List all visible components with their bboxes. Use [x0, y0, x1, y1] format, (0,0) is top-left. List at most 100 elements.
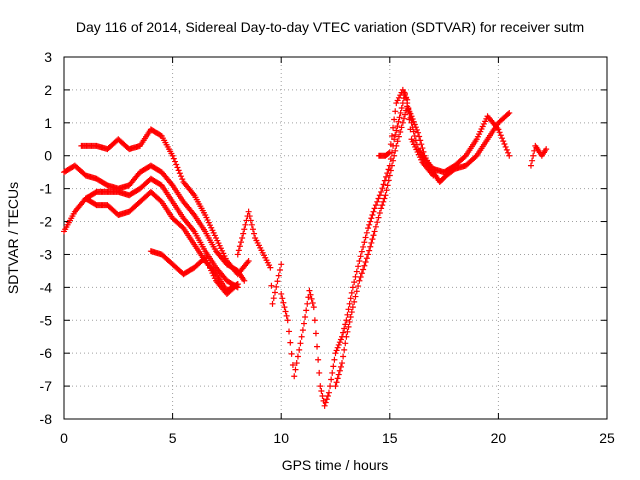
- data-point: [370, 208, 377, 215]
- data-point: [322, 399, 329, 406]
- data-point: [176, 170, 183, 177]
- data-point: [375, 214, 382, 221]
- data-point: [543, 146, 550, 153]
- data-point: [388, 132, 395, 139]
- data-point: [379, 185, 386, 192]
- data-point: [340, 353, 347, 360]
- series-9: [527, 142, 550, 169]
- data-point: [503, 146, 510, 153]
- data-point: [382, 192, 389, 199]
- data-point: [371, 205, 378, 212]
- data-point: [282, 308, 289, 315]
- data-point: [310, 304, 317, 311]
- data-point: [281, 304, 288, 311]
- data-point: [299, 327, 306, 334]
- series-6: [234, 90, 513, 409]
- data-point: [360, 243, 367, 250]
- data-point: [330, 363, 337, 370]
- data-point: [347, 313, 354, 320]
- data-point: [360, 266, 367, 273]
- data-point: [304, 300, 311, 307]
- data-point: [294, 353, 301, 360]
- data-point: [275, 272, 282, 279]
- data-point: [366, 221, 373, 228]
- data-point: [283, 312, 290, 319]
- data-point: [385, 177, 392, 184]
- data-point: [291, 373, 298, 380]
- x-tick-label: 20: [491, 430, 507, 446]
- data-point: [267, 264, 274, 271]
- data-point: [374, 219, 381, 226]
- data-point: [241, 277, 248, 284]
- data-point: [529, 157, 536, 164]
- data-point: [393, 142, 400, 149]
- data-point: [271, 289, 278, 296]
- data-point: [388, 162, 395, 169]
- data-point: [394, 97, 401, 104]
- data-point: [175, 167, 182, 174]
- data-point: [323, 396, 330, 403]
- data-point: [530, 152, 537, 159]
- data-point: [332, 350, 339, 357]
- data-point: [395, 118, 402, 125]
- data-point: [334, 344, 341, 351]
- data-point: [337, 363, 344, 370]
- data-point: [393, 127, 400, 134]
- data-point: [415, 129, 422, 136]
- y-tick-label: 3: [44, 49, 52, 65]
- data-point: [363, 255, 370, 262]
- data-point: [301, 320, 308, 327]
- data-point: [399, 119, 406, 126]
- data-point: [292, 366, 299, 373]
- data-point: [500, 138, 507, 145]
- data-point: [235, 247, 242, 254]
- data-point: [234, 251, 241, 258]
- data-point: [362, 258, 369, 265]
- data-point: [394, 123, 401, 130]
- data-point: [240, 230, 247, 237]
- series-8: [375, 86, 437, 179]
- data-point: [335, 341, 342, 348]
- chart-title: Day 116 of 2014, Sidereal Day-to-day VTE…: [76, 19, 584, 35]
- data-point: [233, 282, 240, 289]
- data-point: [386, 149, 393, 156]
- data-point: [341, 346, 348, 353]
- data-point: [430, 172, 437, 179]
- data-point: [251, 230, 258, 237]
- data-point: [383, 173, 390, 180]
- data-point: [316, 369, 323, 376]
- data-point: [368, 239, 375, 246]
- data-point: [370, 232, 377, 239]
- data-point: [395, 94, 402, 101]
- data-point: [343, 333, 350, 340]
- data-point: [342, 321, 349, 328]
- data-point: [327, 383, 334, 390]
- data-point: [241, 226, 248, 233]
- data-point: [358, 248, 365, 255]
- data-point: [351, 279, 358, 286]
- data-point: [417, 137, 424, 144]
- data-point: [371, 228, 378, 235]
- data-point: [337, 336, 344, 343]
- data-point: [372, 223, 379, 230]
- data-point: [170, 155, 177, 162]
- data-point: [369, 211, 376, 218]
- data-point: [499, 135, 506, 142]
- data-point: [395, 133, 402, 140]
- data-point: [408, 113, 415, 120]
- data-point: [302, 313, 309, 320]
- data-point: [357, 253, 364, 260]
- y-tick-label: 0: [44, 148, 52, 164]
- series-3: [78, 126, 252, 278]
- data-point: [344, 328, 351, 335]
- data-point: [324, 392, 331, 399]
- y-tick-label: 1: [44, 115, 52, 131]
- data-layer: [61, 86, 550, 409]
- data-point: [242, 221, 249, 228]
- data-point: [349, 304, 356, 311]
- data-point: [365, 225, 372, 232]
- data-point: [353, 288, 360, 295]
- x-tick-label: 0: [60, 430, 68, 446]
- data-point: [379, 202, 386, 209]
- data-point: [303, 307, 310, 314]
